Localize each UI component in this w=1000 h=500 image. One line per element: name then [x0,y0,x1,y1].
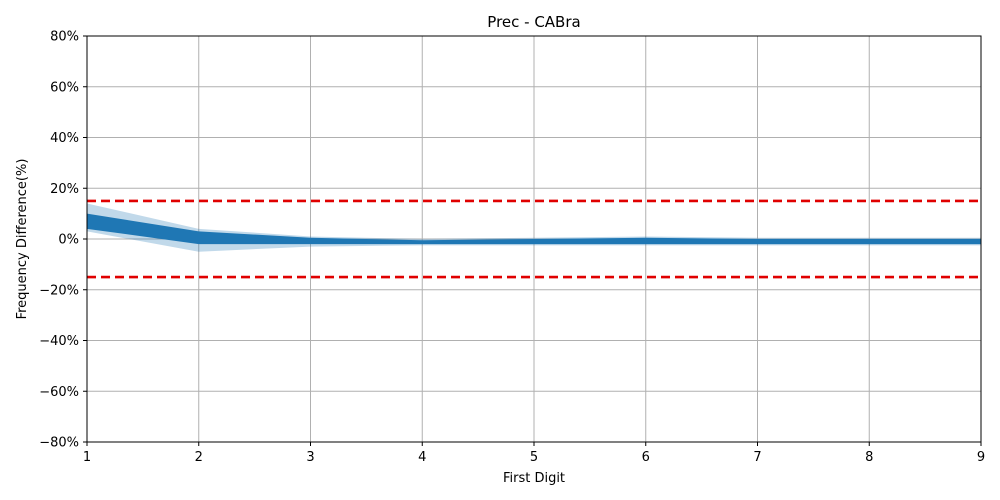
y-tick-label: −80% [39,436,79,451]
x-axis-title: First Digit [503,471,565,486]
y-axis-title: Frequency Difference(%) [15,159,30,320]
y-tick-label: −40% [39,334,79,349]
x-tick-label: 8 [865,450,873,465]
x-tick-label: 7 [753,450,761,465]
data-band [87,203,981,252]
y-tick-label: 60% [50,80,79,95]
x-tick-label: 5 [530,450,538,465]
x-tick-label: 6 [642,450,650,465]
axis-ticks: 1 2 3 4 5 6 7 8 9 −80% −60% −40% −20% 0% 20% 40% 60% 80% [39,30,985,466]
x-tick-label: 2 [195,450,203,465]
y-tick-label: 40% [50,131,79,146]
x-tick-label: 4 [418,450,426,465]
band-core [87,213,981,245]
y-tick-label: 20% [50,182,79,197]
x-tick-label: 3 [306,450,314,465]
y-tick-label: 80% [50,30,79,45]
y-tick-label: −20% [39,283,79,298]
threshold-lines [87,199,981,279]
y-tick-label: 0% [58,233,79,248]
y-tick-label: −60% [39,385,79,400]
chart-title: Prec - CABra [487,13,580,31]
x-tick-label: 9 [977,450,985,465]
x-tick-label: 1 [83,450,91,465]
